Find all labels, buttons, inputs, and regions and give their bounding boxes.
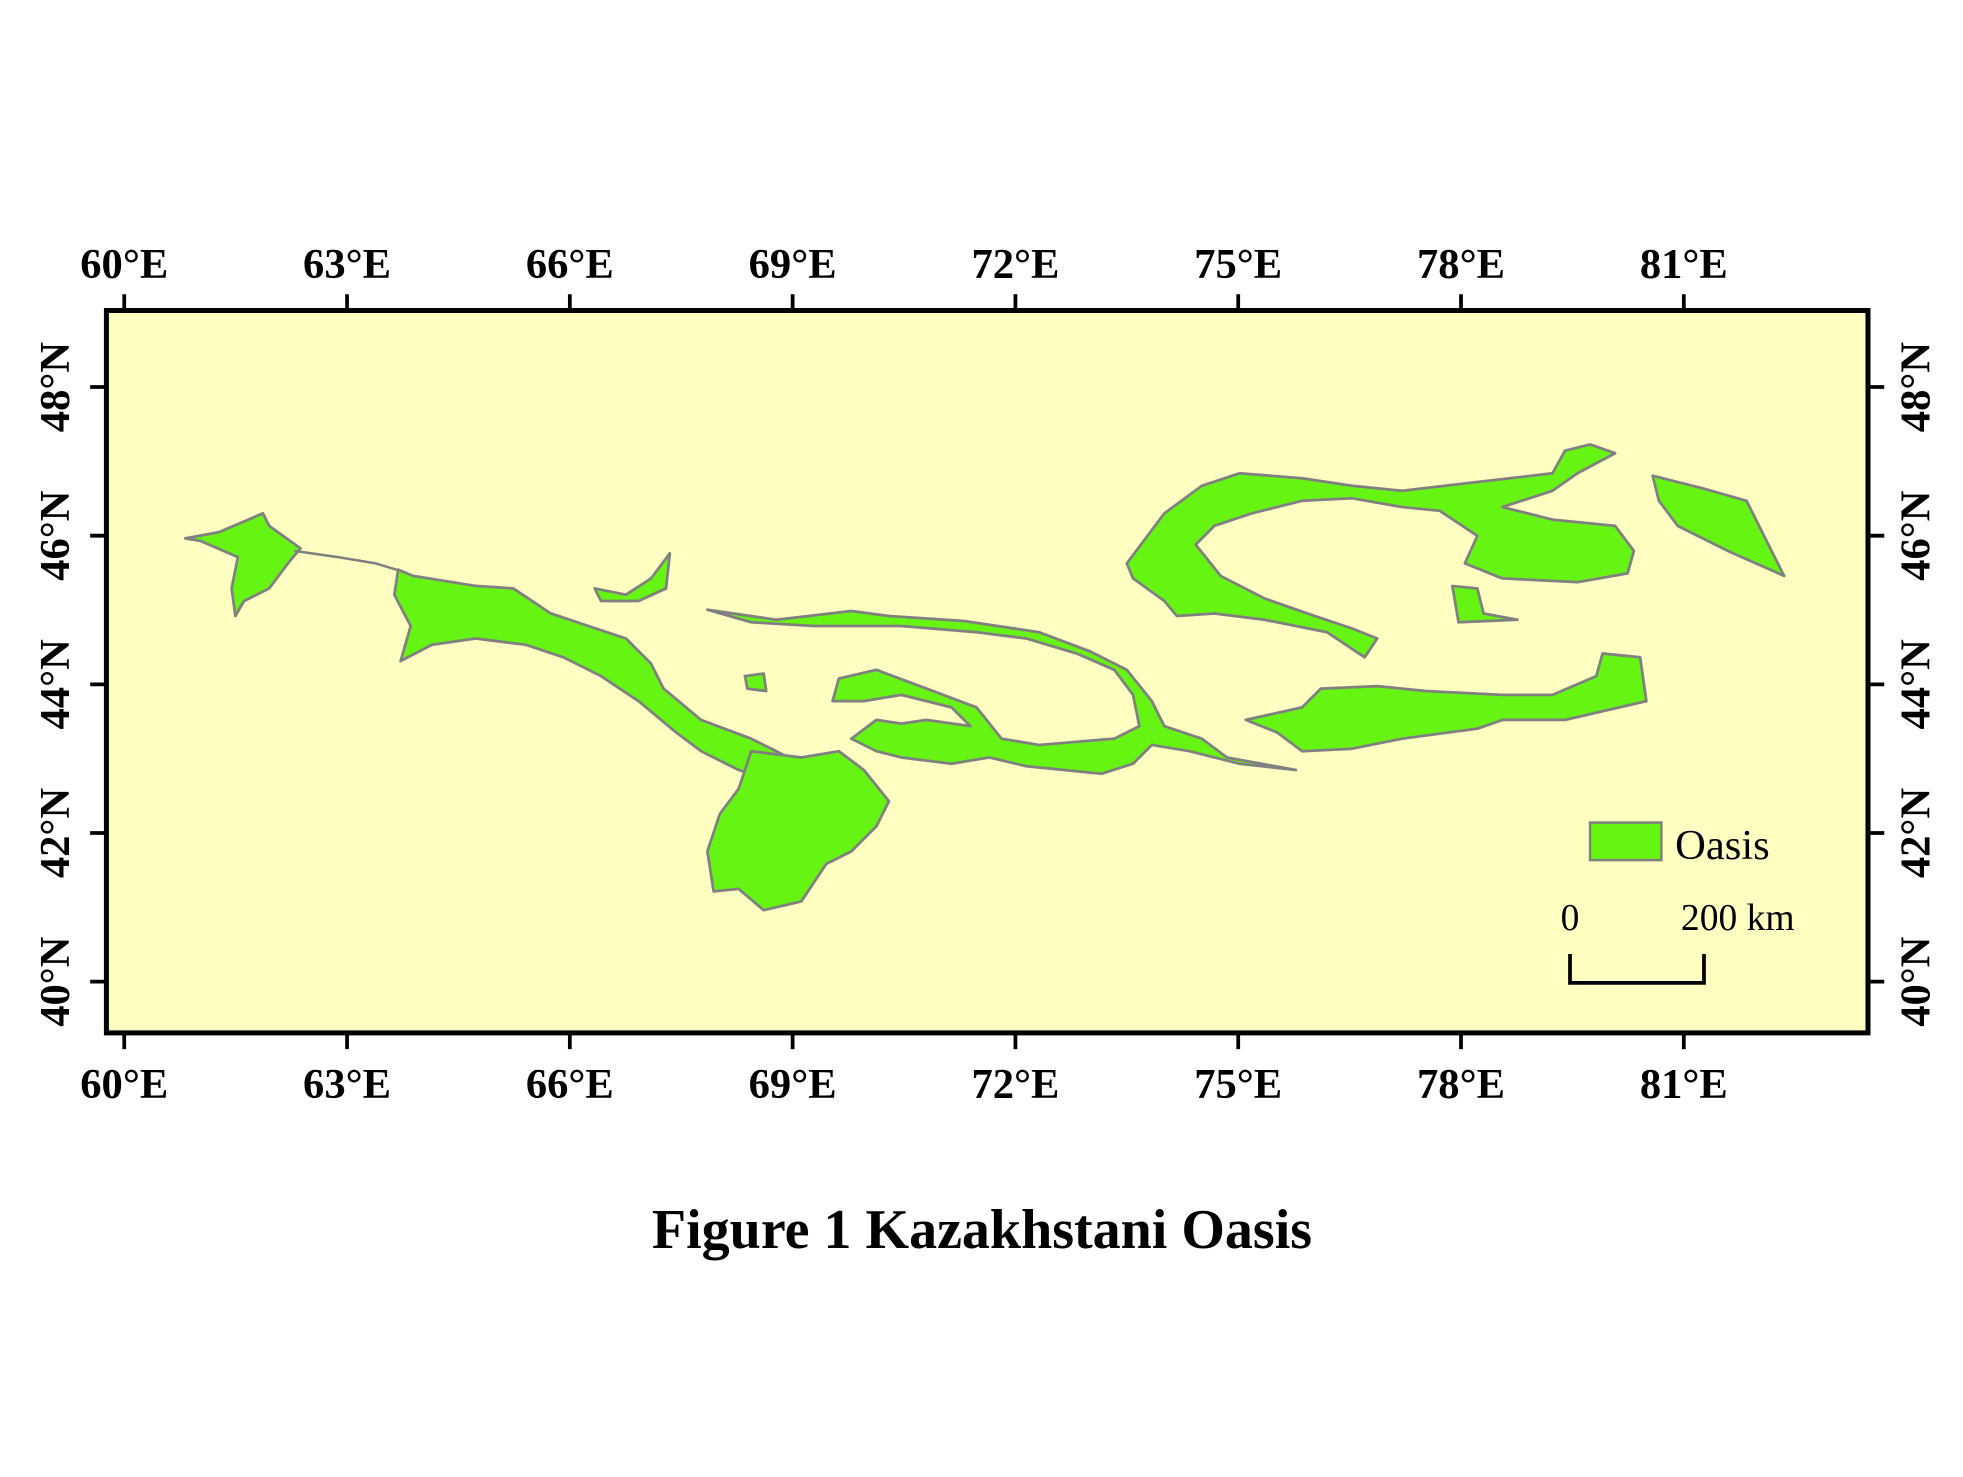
y-tick-label-right: 42°N — [1892, 788, 1939, 879]
y-tick-label-right: 44°N — [1892, 639, 1939, 730]
oasis-area — [183, 511, 302, 618]
oasis-area — [1125, 443, 1636, 659]
y-tick-label-right: 40°N — [1892, 936, 1939, 1027]
scale-bar — [1568, 954, 1706, 985]
x-tick-label-bottom: 63°E — [303, 1061, 391, 1108]
y-tick-label-left: 40°N — [32, 936, 79, 1027]
figure-title: Figure 1 Kazakhstani Oasis — [652, 1199, 1312, 1261]
x-tick-label-top: 81°E — [1640, 241, 1728, 288]
x-tick-label-top: 78°E — [1417, 241, 1505, 288]
x-tick-label-bottom: 78°E — [1417, 1061, 1505, 1108]
map-layer: Oasis 0 200 km 60°E 60°E 63°E 63°E 66°E 66°E 6… — [32, 241, 1939, 1108]
map-frame — [103, 307, 1871, 1036]
oasis-area — [1244, 652, 1648, 753]
oasis-area — [1450, 584, 1519, 624]
oasis-area — [593, 552, 672, 603]
oasis-area — [1651, 474, 1786, 578]
y-tick-label-left: 48°N — [32, 342, 79, 433]
legend-label: Oasis — [1675, 822, 1770, 869]
x-tick-label-top: 75°E — [1194, 241, 1282, 288]
x-tick-label-bottom: 75°E — [1194, 1061, 1282, 1108]
y-tick-label-right: 46°N — [1892, 490, 1939, 581]
x-tick-label-bottom: 81°E — [1640, 1061, 1728, 1108]
oasis-area — [706, 608, 1298, 776]
oasis-strip — [294, 549, 401, 573]
x-tick-label-top: 69°E — [749, 241, 837, 288]
oasis-area — [743, 672, 768, 693]
y-tick-label-left: 42°N — [32, 788, 79, 879]
x-tick-label-bottom: 66°E — [526, 1061, 614, 1108]
y-tick-label-right: 48°N — [1892, 342, 1939, 433]
legend-swatch — [1588, 821, 1663, 862]
scale-bar-end: 200 km — [1681, 898, 1795, 939]
oasis-area — [706, 749, 891, 912]
oasis-regions — [183, 443, 1786, 912]
x-tick-label-top: 72°E — [971, 241, 1059, 288]
y-tick-label-left: 44°N — [32, 639, 79, 730]
x-tick-label-top: 66°E — [526, 241, 614, 288]
x-tick-label-top: 60°E — [80, 241, 168, 288]
y-tick-label-left: 46°N — [32, 490, 79, 581]
scale-bar-start: 0 — [1561, 898, 1580, 939]
x-tick-label-bottom: 60°E — [80, 1061, 168, 1108]
x-tick-label-bottom: 69°E — [749, 1061, 837, 1108]
x-tick-label-top: 63°E — [303, 241, 391, 288]
x-tick-label-bottom: 72°E — [971, 1061, 1059, 1108]
